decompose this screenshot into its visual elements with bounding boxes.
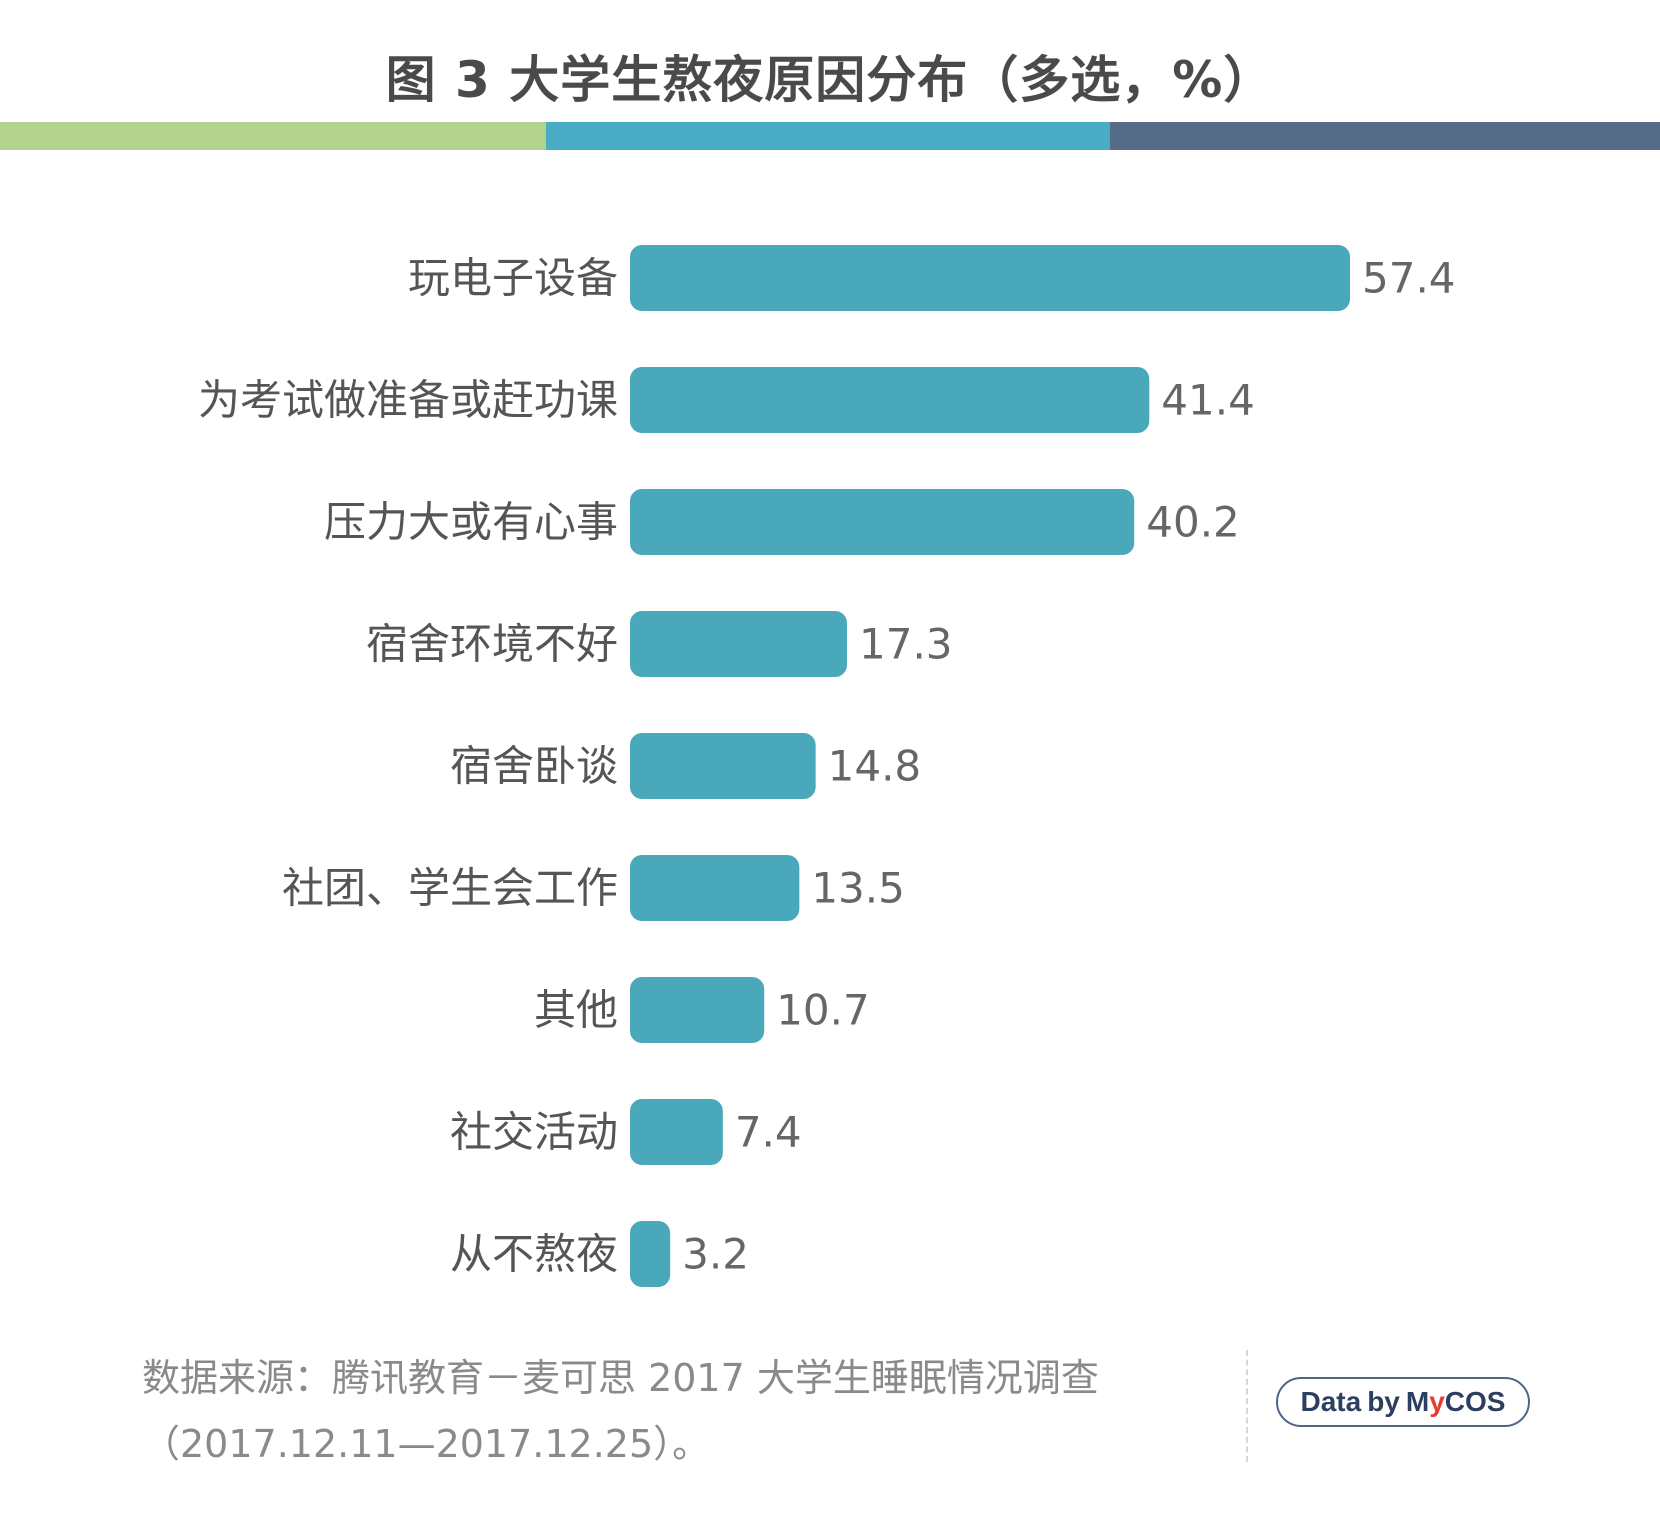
category-label-5: 社团、学生会工作 (282, 864, 618, 913)
source-line-1: 数据来源：腾讯教育－麦可思 2017 大学生睡眠情况调查 (142, 1356, 1099, 1400)
value-label-6: 10.7 (776, 986, 870, 1035)
bar-chart: 玩电子设备 57.4 为考试做准备或赶功课 41.4 压力大或有心事 40.2 宿舍环境不好… (198, 245, 1456, 1287)
badge-data-text: Data (1300, 1386, 1362, 1417)
category-label-1: 为考试做准备或赶功课 (198, 376, 618, 425)
chart-title: 图 3 大学生熬夜原因分布（多选，%） (385, 51, 1275, 109)
category-label-8: 从不熬夜 (450, 1230, 618, 1279)
brand-y: y (1429, 1386, 1445, 1417)
bar-2 (630, 489, 1135, 555)
bar-4 (630, 733, 816, 799)
footer-separator (1246, 1350, 1248, 1462)
value-label-3: 17.3 (859, 620, 953, 669)
category-label-0: 玩电子设备 (408, 254, 618, 303)
bar-1 (630, 367, 1150, 433)
category-label-3: 宿舍环境不好 (366, 620, 618, 669)
value-label-2: 40.2 (1146, 498, 1240, 547)
divider-segment-navy (1110, 122, 1660, 150)
bar-3 (630, 611, 848, 677)
brand-m: M (1405, 1386, 1430, 1417)
bar-7 (630, 1099, 723, 1165)
badge-by-text: by (1367, 1386, 1400, 1417)
bar-5 (630, 855, 800, 921)
data-source-note: 数据来源：腾讯教育－麦可思 2017 大学生睡眠情况调查 （2017.12.11… (142, 1345, 1099, 1477)
bar-0 (630, 245, 1350, 311)
brand-cos: COS (1444, 1386, 1506, 1417)
divider-segment-green (0, 122, 546, 150)
divider-segment-teal (546, 122, 1110, 150)
value-label-4: 14.8 (828, 742, 922, 791)
category-label-2: 压力大或有心事 (324, 498, 618, 547)
value-label-5: 13.5 (811, 864, 905, 913)
value-label-1: 41.4 (1161, 376, 1255, 425)
category-label-4: 宿舍卧谈 (450, 742, 618, 791)
data-by-mycos-badge: Data by MyCOS (1276, 1377, 1530, 1427)
value-label-0: 57.4 (1362, 254, 1456, 303)
bar-8 (630, 1221, 671, 1287)
value-label-7: 7.4 (735, 1108, 802, 1157)
value-label-8: 3.2 (682, 1230, 749, 1279)
category-label-7: 社交活动 (450, 1108, 618, 1157)
badge-brand-logo: MyCOS (1406, 1386, 1506, 1418)
bar-6 (630, 977, 765, 1043)
title-divider (0, 122, 1660, 150)
category-label-6: 其他 (534, 986, 618, 1035)
source-line-2: （2017.12.11—2017.12.25）。 (142, 1422, 711, 1466)
